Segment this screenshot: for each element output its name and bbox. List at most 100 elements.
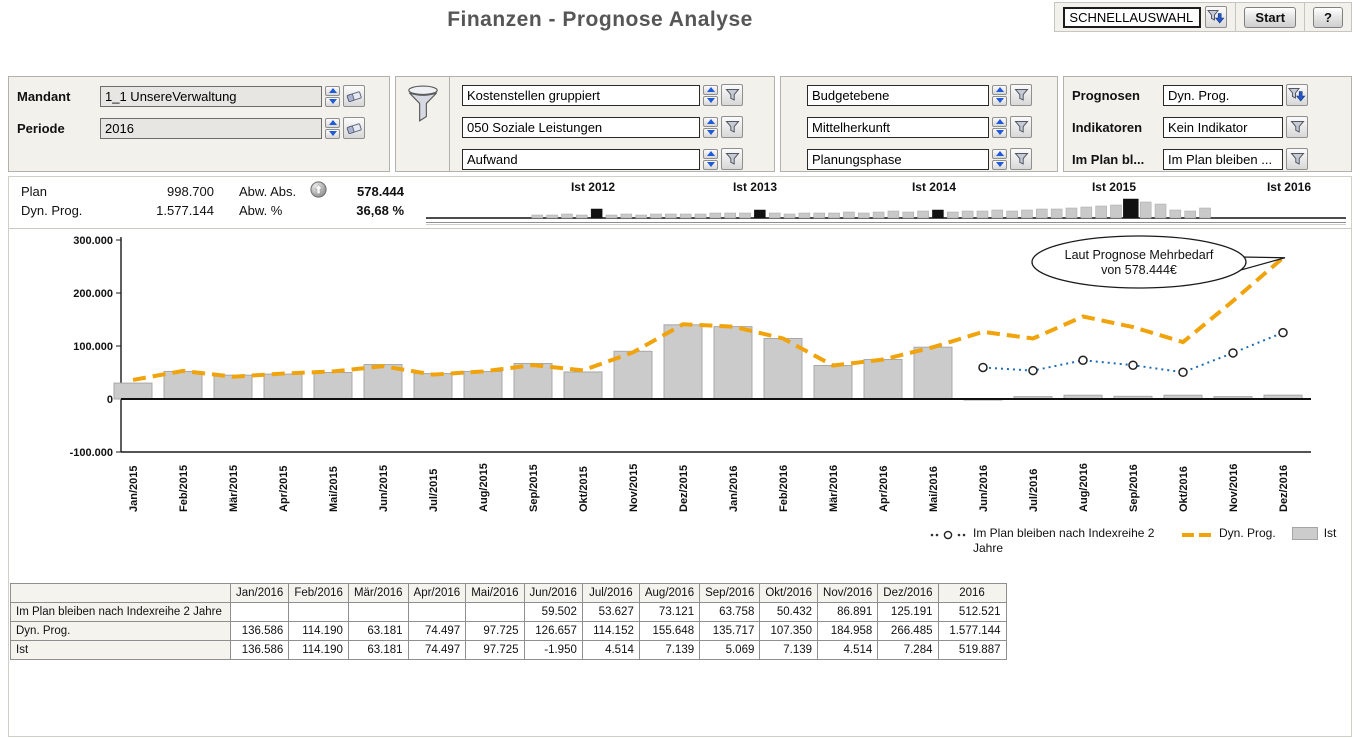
dimension3-spinner <box>703 148 718 170</box>
table-cell: 114.190 <box>288 640 349 660</box>
funnel-icon <box>1289 121 1305 133</box>
svg-text:Okt/2015: Okt/2015 <box>578 466 590 512</box>
bar-sample-icon <box>1291 527 1318 540</box>
svg-text:Feb/2015: Feb/2015 <box>178 465 190 512</box>
table-cell: 74.497 <box>407 640 467 660</box>
indikatoren-label: Indikatoren <box>1072 119 1143 135</box>
legend-label: Dyn. Prog. <box>1219 526 1276 540</box>
forecast-chart: 300.000 200.000 100.000 0 -100.000 Jan/2015 Fe… <box>70 235 1311 512</box>
timeline-label-2015[interactable]: Ist 2015 <box>1091 180 1137 194</box>
funnel-icon <box>724 89 740 101</box>
table-column-header: Dez/2016 <box>877 583 939 603</box>
table-cell <box>288 602 349 622</box>
budget1-input[interactable]: Budgetebene <box>807 84 989 106</box>
arrow-down-icon <box>328 99 337 104</box>
prognosen-input[interactable]: Dyn. Prog. <box>1163 84 1283 106</box>
budget3-input[interactable]: Planungsphase <box>807 148 989 170</box>
svg-text:Jun/2016: Jun/2016 <box>978 465 990 512</box>
budget1-spin-down[interactable] <box>992 95 1007 106</box>
budget2-spin-up[interactable] <box>992 116 1007 127</box>
im-plan-input[interactable]: Im Plan bleiben ... <box>1163 148 1283 170</box>
quick-select-apply-button[interactable] <box>1205 6 1228 28</box>
periode-reset-button[interactable] <box>343 117 365 139</box>
dimension2-filter-button[interactable] <box>721 116 743 138</box>
dimension1-spin-up[interactable] <box>703 84 718 95</box>
budget1-filter-button[interactable] <box>1010 84 1032 106</box>
svg-text:-100.000: -100.000 <box>70 447 113 459</box>
svg-text:Jan/2015: Jan/2015 <box>128 466 140 512</box>
svg-text:Aug/2015: Aug/2015 <box>478 463 490 512</box>
svg-text:Dez/2016: Dez/2016 <box>1278 465 1290 512</box>
indikatoren-input[interactable]: Kein Indikator <box>1163 116 1283 138</box>
table-column-header: 2016 <box>937 583 1007 603</box>
table-cell <box>465 602 525 622</box>
dimension2-spin-up[interactable] <box>703 116 718 127</box>
filter-bar: Mandant 1_1 UnsereVerwaltung Periode 201… <box>8 76 1352 172</box>
indikatoren-filter-button[interactable] <box>1286 116 1308 138</box>
table-cell: 63.181 <box>347 621 409 641</box>
quick-select-bar: SCHNELLAUSWAHL Start ? <box>1054 2 1352 32</box>
budget3-spin-down[interactable] <box>992 159 1007 170</box>
mandant-spin-down[interactable] <box>325 96 340 107</box>
svg-text:Nov/2016: Nov/2016 <box>1228 464 1240 512</box>
table-cell: 7.284 <box>877 640 939 660</box>
start-button[interactable]: Start <box>1244 6 1297 28</box>
budget2-filter-button[interactable] <box>1010 116 1032 138</box>
budget2-spin-down[interactable] <box>992 127 1007 138</box>
im-plan-filter-button[interactable] <box>1286 148 1308 170</box>
table-cell: 519.887 <box>937 640 1007 660</box>
periode-spin-up[interactable] <box>325 117 340 128</box>
chart-legend: Im Plan bleiben nach Indexreihe 2 Jahre … <box>929 526 1336 556</box>
help-cell: ? <box>1304 3 1351 31</box>
budget3-spin-up[interactable] <box>992 148 1007 159</box>
table-column-header: Mai/2016 <box>465 583 525 603</box>
dimension3-spin-up[interactable] <box>703 148 718 159</box>
dimension1-filter-button[interactable] <box>721 84 743 106</box>
deviation-up-icon <box>310 181 327 203</box>
budget2-input[interactable]: Mittelherkunft <box>807 116 989 138</box>
mandant-reset-button[interactable] <box>343 85 365 107</box>
mandant-spin-up[interactable] <box>325 85 340 96</box>
dimension3-filter-button[interactable] <box>721 148 743 170</box>
svg-text:Jun/2015: Jun/2015 <box>378 465 390 512</box>
svg-text:Laut Prognose Mehrbedarf: Laut Prognose Mehrbedarf <box>1065 248 1214 262</box>
timeline-label-2014[interactable]: Ist 2014 <box>911 180 957 194</box>
abw-pct-value: 36,68 % <box>356 203 404 218</box>
values-table: Jan/2016 Feb/2016 Mär/2016 Apr/2016 Mai/2016… <box>10 583 1007 660</box>
table-cell: 63.181 <box>347 640 409 660</box>
dimension2-input[interactable]: 050 Soziale Leistungen <box>462 116 700 138</box>
timeline-slider-track[interactable] <box>426 222 1346 225</box>
table-cell <box>347 602 409 622</box>
dimension3-input[interactable]: Aufwand <box>462 148 700 170</box>
dimension1-input[interactable]: Kostenstellen gruppiert <box>462 84 700 106</box>
table-cell: 97.725 <box>465 621 525 641</box>
table-cell: 53.627 <box>581 602 640 622</box>
budget3-filter-button[interactable] <box>1010 148 1032 170</box>
timeline-label-2016[interactable]: Ist 2016 <box>1266 180 1312 194</box>
timeline-label-2012[interactable]: Ist 2012 <box>570 180 616 194</box>
svg-text:Mai/2015: Mai/2015 <box>328 466 340 512</box>
help-button[interactable]: ? <box>1313 6 1343 28</box>
funnel-icon <box>1289 153 1305 165</box>
timeline-label-2013[interactable]: Ist 2013 <box>732 180 778 194</box>
table-column-header: Jul/2016 <box>581 583 640 603</box>
arrow-down-icon <box>328 131 337 136</box>
dimension3-spin-down[interactable] <box>703 159 718 170</box>
budget-filter-panel: Budgetebene Mittelherkunft <box>780 76 1058 172</box>
budget1-spin-up[interactable] <box>992 84 1007 95</box>
prognosen-filter-button[interactable] <box>1286 84 1308 106</box>
table-cell: 97.725 <box>465 640 525 660</box>
table-column-header <box>10 583 231 603</box>
periode-spin-down[interactable] <box>325 128 340 139</box>
svg-text:300.000: 300.000 <box>73 235 113 247</box>
timeline-sparkline[interactable] <box>426 197 1346 221</box>
table-column-header: Apr/2016 <box>407 583 467 603</box>
mandant-input[interactable]: 1_1 UnsereVerwaltung <box>100 85 322 107</box>
periode-input[interactable]: 2016 <box>100 117 322 139</box>
dimension1-spin-down[interactable] <box>703 95 718 106</box>
table-cell: 266.485 <box>877 621 939 641</box>
svg-text:Jul/2015: Jul/2015 <box>428 469 440 512</box>
quick-select-input[interactable]: SCHNELLAUSWAHL <box>1063 6 1202 28</box>
dimension2-spin-down[interactable] <box>703 127 718 138</box>
arrow-down-icon <box>995 130 1004 135</box>
